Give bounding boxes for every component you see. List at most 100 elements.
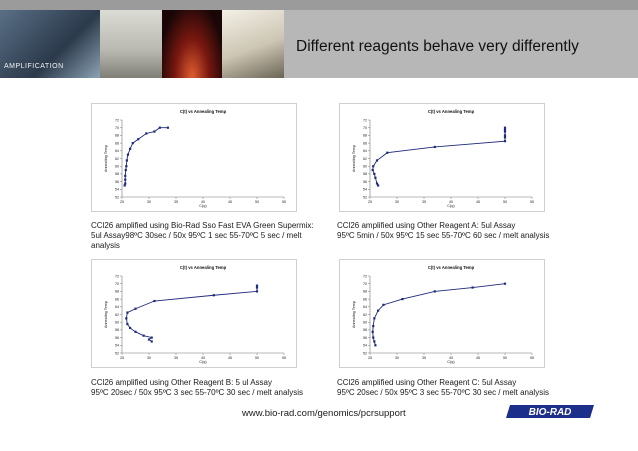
y-tick-label: 56: [363, 336, 367, 340]
y-tick-label: 60: [363, 321, 367, 325]
chart-panel-1: C(t) vs Annealing Temp 52 54 56 58 60 62 64 66 68…: [91, 103, 297, 212]
data-point: [125, 317, 128, 320]
y-tick-label: 66: [363, 141, 367, 145]
y-tick-label: 52: [363, 351, 367, 355]
data-point: [212, 294, 215, 297]
y-tick-label: 72: [115, 118, 119, 122]
data-point: [126, 311, 129, 314]
series-line: [372, 283, 506, 346]
caption-line: 95ºC 20sec / 50x 95ºC 3 sec 55-70ºC 30 s…: [337, 388, 549, 397]
y-tick-label: 60: [115, 165, 119, 169]
x-tick-label: 45: [228, 356, 232, 360]
chart-title: C(t) vs Annealing Temp: [428, 109, 475, 114]
chart-1: C(t) vs Annealing Temp 52 54 56 58 60 62 64 66 68…: [104, 109, 286, 208]
data-point: [377, 309, 380, 312]
data-point: [131, 142, 134, 145]
data-point: [503, 130, 507, 133]
chart-panel-4: C(t) vs Annealing Temp 52 54 56 58 60 62 64 66 68…: [339, 259, 545, 368]
x-tick-label: 25: [120, 200, 124, 204]
y-tick-label: 56: [363, 180, 367, 184]
y-tick-label: 56: [115, 180, 119, 184]
data-point: [503, 126, 507, 129]
data-point: [374, 344, 377, 347]
footer-url[interactable]: www.bio-rad.com/genomics/pcrsupport: [242, 408, 406, 419]
x-tick-label: 25: [120, 356, 124, 360]
x-axis-label: C(q): [447, 360, 455, 364]
data-point: [147, 338, 151, 341]
data-point: [255, 286, 259, 289]
y-tick-label: 64: [363, 149, 367, 153]
data-point: [142, 334, 145, 337]
data-point: [503, 136, 507, 139]
data-point: [433, 290, 436, 293]
data-point: [375, 182, 379, 185]
section-label: AMPLIFICATION: [4, 63, 64, 70]
x-axis-label: C(q): [199, 204, 207, 208]
y-tick-label: 72: [363, 274, 367, 278]
y-tick-label: 52: [363, 195, 367, 199]
x-tick-label: 35: [174, 200, 178, 204]
y-tick-label: 58: [363, 172, 367, 176]
data-point: [372, 165, 375, 168]
x-tick-label: 55: [282, 356, 286, 360]
caption-line: CCl26 amplified using Other Reagent B: 5…: [91, 378, 272, 387]
y-tick-label: 68: [363, 290, 367, 294]
data-point: [503, 140, 507, 143]
chart-4: C(t) vs Annealing Temp 52 54 56 58 60 62 64 66 68…: [352, 265, 534, 364]
y-tick-label: 60: [115, 321, 119, 325]
data-point: [129, 326, 132, 330]
y-tick-label: 54: [115, 344, 119, 348]
caption-1: CCl26 amplified using Bio-Rad Sso Fast E…: [91, 221, 314, 251]
x-tick-label: 30: [147, 200, 151, 204]
data-point: [124, 168, 127, 172]
data-point: [503, 134, 507, 137]
chart-3: C(t) vs Annealing Temp 52 54 56 58 60 62 64 66 68…: [104, 265, 286, 364]
caption-line: CCl26 amplified using Other Reagent A: 5…: [337, 221, 516, 230]
x-tick-label: 55: [282, 200, 286, 204]
data-point: [137, 138, 140, 141]
data-point: [145, 132, 148, 135]
data-point: [125, 159, 128, 162]
series-line: [125, 285, 258, 342]
data-point: [124, 174, 127, 177]
chart-panel-3: C(t) vs Annealing Temp 52 54 56 58 60 62 64 66 68…: [91, 259, 297, 368]
data-point: [375, 159, 379, 162]
caption-line: 95ºC 20sec / 50x 95ºC 3 sec 55-70ºC 30 s…: [91, 388, 303, 397]
slide-header: AMPLIFICATION Different reagents behave …: [0, 0, 638, 78]
y-tick-label: 54: [363, 344, 367, 348]
data-point: [153, 299, 156, 303]
data-point: [374, 176, 377, 179]
chart-panel-2: C(t) vs Annealing Temp 52 54 56 58 60 62 64 66 68…: [339, 103, 545, 212]
y-tick-label: 62: [363, 157, 367, 161]
x-tick-label: 30: [395, 200, 399, 204]
y-tick-label: 62: [115, 157, 119, 161]
series-line: [124, 127, 168, 186]
x-axis-label: C(q): [199, 360, 207, 364]
x-tick-label: 45: [476, 356, 480, 360]
bio-rad-logo: BIO-RAD: [506, 405, 594, 418]
data-point: [129, 147, 132, 150]
data-point: [150, 340, 153, 343]
y-tick-label: 72: [363, 118, 367, 122]
slide-title: Different reagents behave very different…: [296, 38, 579, 55]
data-point: [124, 182, 127, 185]
logo-shape: [506, 405, 594, 418]
data-point: [153, 130, 156, 133]
x-tick-label: 35: [174, 356, 178, 360]
x-tick-label: 55: [530, 356, 534, 360]
caption-3: CCl26 amplified using Other Reagent B: 5…: [91, 378, 303, 398]
y-tick-label: 58: [115, 328, 119, 332]
x-tick-label: 45: [476, 200, 480, 204]
caption-line: analysis: [91, 241, 120, 250]
y-tick-label: 64: [363, 305, 367, 309]
y-tick-label: 66: [115, 141, 119, 145]
data-point: [255, 290, 259, 293]
data-point: [125, 165, 128, 168]
headline-bar: [284, 10, 638, 78]
x-tick-label: 50: [255, 200, 259, 204]
data-point: [433, 145, 436, 149]
caption-line: 5ul Assay98ºC 30sec / 50x 95ºC 1 sec 55-…: [91, 231, 302, 240]
x-tick-label: 50: [503, 200, 507, 204]
y-tick-label: 70: [115, 282, 119, 286]
y-tick-label: 64: [115, 305, 119, 309]
